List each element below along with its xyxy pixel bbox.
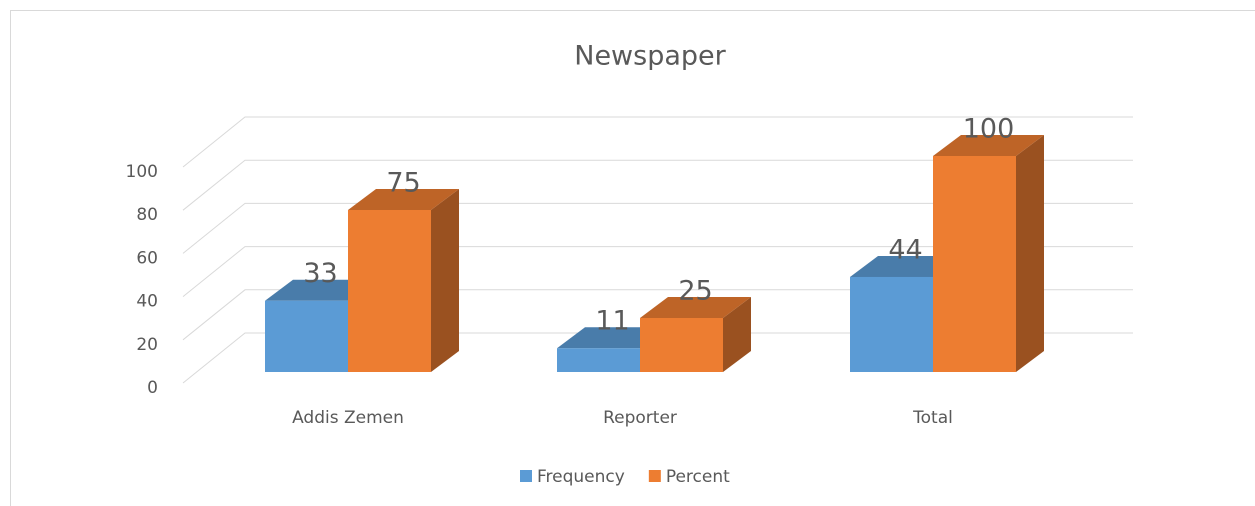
data-label: 11: [595, 306, 629, 337]
x-tick-label: Total: [912, 408, 953, 428]
data-label: 75: [386, 168, 420, 199]
grid-line: [182, 289, 1133, 341]
y-tick-label: 20: [136, 335, 158, 355]
bar: [640, 297, 751, 372]
y-tick-label: 100: [126, 162, 158, 182]
legend-label: Percent: [666, 467, 730, 487]
bar-face: [850, 276, 933, 372]
legend-swatch: [520, 470, 532, 482]
legend-label: Frequency: [537, 467, 625, 487]
data-label: 100: [963, 114, 1015, 145]
grid-line: [182, 332, 1133, 384]
data-label: 44: [888, 234, 922, 265]
bar-face: [557, 348, 640, 372]
grid-line: [182, 159, 1133, 211]
bar: [348, 189, 459, 372]
y-tick-label: 60: [136, 248, 158, 268]
bar-face: [431, 189, 459, 372]
data-label: 25: [678, 276, 712, 307]
bar-face: [265, 300, 348, 372]
y-tick-label: 80: [136, 205, 158, 225]
grid-line: [182, 202, 1133, 254]
bar-face: [640, 297, 751, 318]
bar: [933, 135, 1044, 372]
bar-face: [640, 318, 723, 372]
bar-face: [348, 189, 459, 210]
y-tick-label: 0: [147, 378, 158, 398]
y-tick-label: 40: [136, 292, 158, 312]
grid-line: [182, 246, 1133, 297]
bar-face: [348, 210, 431, 372]
chart-title: Newspaper: [574, 41, 726, 72]
x-tick-label: Addis Zemen: [292, 408, 404, 428]
grid-line: [182, 116, 1133, 168]
x-tick-label: Reporter: [603, 408, 677, 428]
legend-swatch: [648, 470, 661, 482]
bar-face: [933, 156, 1016, 372]
bar-face: [723, 297, 751, 372]
bar-face: [933, 135, 1044, 156]
bar-face: [1016, 135, 1044, 372]
data-label: 33: [303, 258, 337, 289]
chart-frame: [10, 10, 1255, 506]
